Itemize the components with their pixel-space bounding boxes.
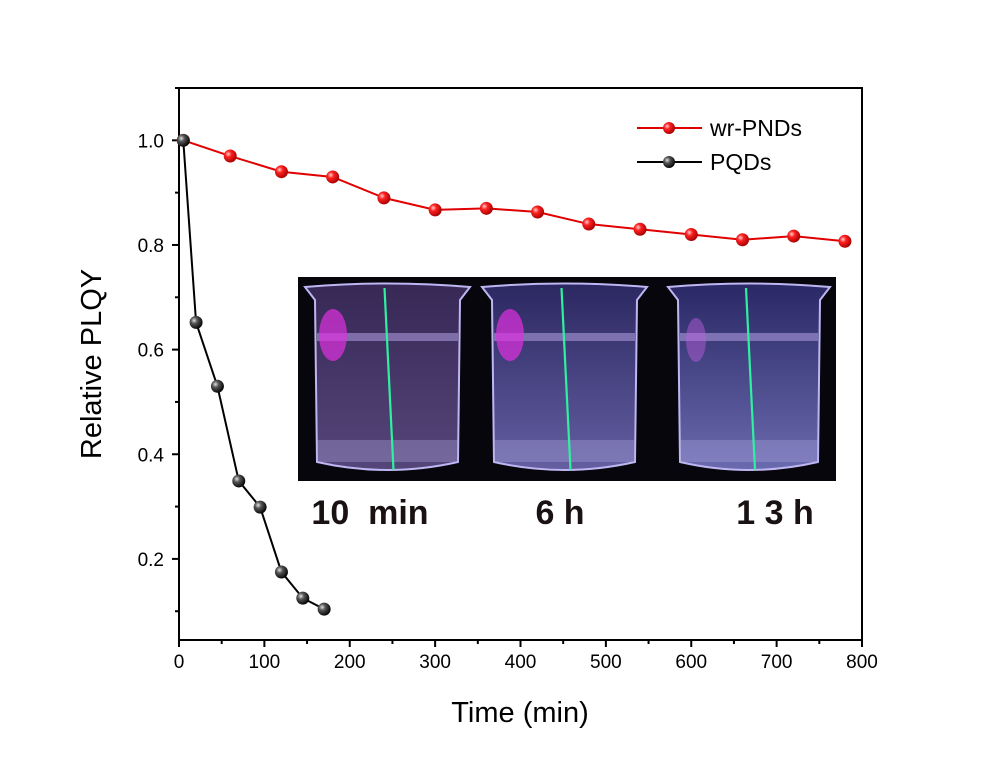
- beaker-base: [494, 440, 635, 462]
- inset-caption: 6 h: [535, 494, 584, 532]
- laser-beam: [744, 287, 757, 471]
- data-point-PQDs: [176, 133, 190, 147]
- legend: wr-PNDs PQDs: [637, 115, 802, 175]
- data-point-PQDs: [189, 315, 203, 329]
- beaker: [303, 282, 472, 471]
- laser-beam: [383, 287, 395, 471]
- x-tick-label: 700: [761, 652, 793, 673]
- y-tick-label: 0.2: [138, 550, 164, 571]
- data-point-wr-PNDs: [838, 234, 852, 248]
- inset-photo: 10 min 6 h 1 3 h: [298, 277, 836, 532]
- pink-reflection: [686, 318, 706, 362]
- data-point-PQDs: [232, 474, 246, 488]
- x-tick-label: 300: [419, 652, 451, 673]
- data-point-wr-PNDs: [428, 203, 442, 217]
- beaker: [480, 282, 649, 471]
- inset-caption: 10 min: [311, 494, 428, 532]
- axes: 0 100 200 300 400 500 600 700 800 0.2 0.4 0.6 0.8 1.0: [138, 87, 878, 673]
- x-tick-label: 600: [675, 652, 707, 673]
- x-tick-label: 0: [174, 652, 185, 673]
- data-point-wr-PNDs: [531, 205, 545, 219]
- beaker-base: [680, 440, 818, 462]
- x-tick-label: 500: [590, 652, 622, 673]
- y-tick-label: 1.0: [138, 131, 164, 152]
- legend-label: PQDs: [710, 149, 771, 175]
- y-tick-label: 0.4: [138, 445, 165, 466]
- data-point-PQDs: [253, 500, 267, 514]
- data-point-wr-PNDs: [223, 149, 237, 163]
- y-tick-label: 0.6: [138, 341, 164, 362]
- data-point-PQDs: [210, 379, 224, 393]
- data-point-wr-PNDs: [684, 228, 698, 242]
- x-tick-label: 800: [846, 652, 878, 673]
- data-point-wr-PNDs: [274, 165, 288, 179]
- x-tick-label: 400: [505, 652, 537, 673]
- beaker-glass: [666, 282, 832, 471]
- beaker-base: [317, 440, 458, 462]
- pink-reflection: [496, 309, 524, 361]
- data-point-wr-PNDs: [326, 170, 340, 184]
- pink-reflection: [319, 309, 347, 361]
- data-point-wr-PNDs: [479, 201, 493, 215]
- legend-label: wr-PNDs: [709, 115, 802, 141]
- y-tick-label: 0.8: [138, 236, 164, 257]
- data-point-PQDs: [296, 591, 310, 605]
- x-tick-label: 100: [249, 652, 281, 673]
- laser-beam: [560, 287, 572, 471]
- data-point-wr-PNDs: [787, 229, 801, 243]
- data-point-PQDs: [274, 565, 288, 579]
- y-axis-label: Relative PLQY: [76, 269, 108, 459]
- legend-marker: [663, 156, 675, 168]
- series-layer: [176, 133, 852, 616]
- data-point-wr-PNDs: [582, 217, 596, 231]
- beaker: [666, 282, 832, 471]
- data-point-wr-PNDs: [377, 191, 391, 205]
- data-point-wr-PNDs: [735, 233, 749, 247]
- x-axis-label: Time (min): [451, 697, 588, 729]
- data-point-PQDs: [317, 602, 331, 616]
- legend-marker: [663, 122, 675, 134]
- series-line-wr-PNDs: [182, 139, 846, 243]
- data-point-wr-PNDs: [633, 222, 647, 236]
- x-tick-label: 200: [334, 652, 366, 673]
- inset-caption: 1 3 h: [736, 494, 813, 532]
